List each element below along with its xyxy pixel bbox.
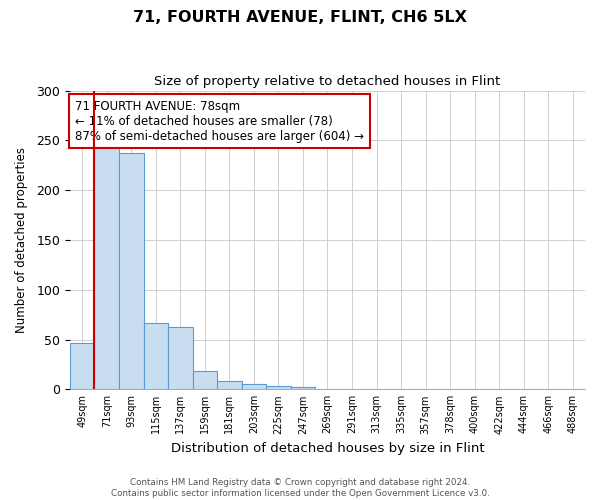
Text: 71 FOURTH AVENUE: 78sqm
← 11% of detached houses are smaller (78)
87% of semi-de: 71 FOURTH AVENUE: 78sqm ← 11% of detache… (75, 100, 364, 142)
Text: Contains HM Land Registry data © Crown copyright and database right 2024.
Contai: Contains HM Land Registry data © Crown c… (110, 478, 490, 498)
Bar (193, 372, 217, 390)
Bar (217, 382, 242, 390)
Y-axis label: Number of detached properties: Number of detached properties (15, 147, 28, 333)
Bar (168, 326, 193, 390)
Bar (70, 342, 94, 390)
Bar (119, 154, 143, 390)
Bar (266, 386, 290, 390)
Bar (94, 138, 119, 390)
Bar (290, 388, 315, 390)
Text: 71, FOURTH AVENUE, FLINT, CH6 5LX: 71, FOURTH AVENUE, FLINT, CH6 5LX (133, 10, 467, 25)
Bar (143, 322, 168, 390)
Title: Size of property relative to detached houses in Flint: Size of property relative to detached ho… (154, 75, 500, 88)
X-axis label: Distribution of detached houses by size in Flint: Distribution of detached houses by size … (170, 442, 484, 455)
Bar (242, 384, 266, 390)
